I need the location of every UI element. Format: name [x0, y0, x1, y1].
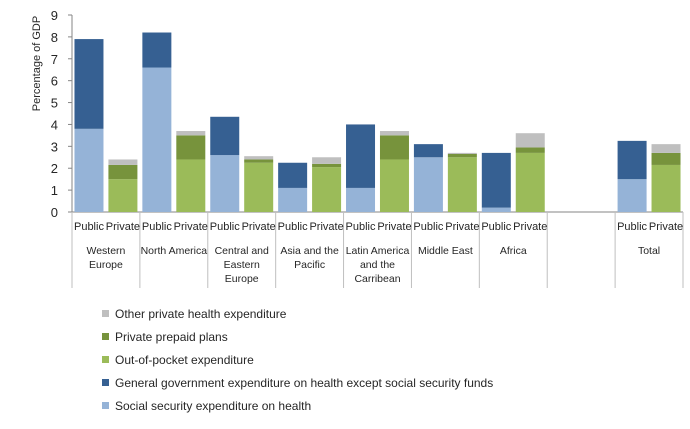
bar-segment-private	[312, 157, 342, 164]
y-tick-label: 4	[51, 117, 58, 132]
category-label: Asia and the	[280, 245, 339, 257]
category-label: Europe	[225, 273, 259, 285]
category-label: Pacific	[294, 259, 325, 271]
bar-segment-private	[108, 159, 138, 165]
bar-segment-public	[346, 187, 376, 212]
bar-segment-public	[278, 162, 308, 188]
category-label: Europe	[89, 259, 123, 271]
bar-label-private: Private	[649, 221, 683, 233]
bar-segment-private	[515, 147, 545, 153]
bar-segment-public	[142, 32, 172, 68]
category-label: Total	[638, 245, 660, 257]
legend-swatch	[102, 402, 109, 409]
category-label: Carribean	[354, 273, 400, 285]
bar-label-private: Private	[106, 221, 140, 233]
bar-segment-private	[176, 159, 206, 212]
bar-segment-private	[176, 135, 206, 160]
bar-segment-public	[278, 187, 308, 212]
category-label: North America	[141, 245, 208, 257]
legend-label: Private prepaid plans	[115, 329, 228, 344]
bar-segment-private	[379, 131, 409, 136]
y-tick-label: 8	[51, 30, 58, 45]
bar-segment-private	[651, 164, 681, 212]
bar-label-public: Public	[413, 221, 443, 233]
legend-label: Social security expenditure on health	[115, 398, 312, 413]
legend-item-other-private: Other private health expenditure	[102, 302, 493, 325]
legend-label: Other private health expenditure	[115, 306, 287, 321]
bar-segment-public	[210, 155, 240, 212]
category-label: Latin America	[346, 245, 410, 257]
legend: Other private health expenditure Private…	[102, 302, 493, 417]
bar-segment-private	[447, 157, 477, 212]
legend-label: General government expenditure on health…	[115, 375, 494, 390]
bar-segment-private	[515, 133, 545, 148]
category-label: and the	[360, 259, 395, 271]
legend-item-social-security: Social security expenditure on health	[102, 394, 493, 417]
bar-label-public: Public	[346, 221, 376, 233]
bar-label-public: Public	[278, 221, 308, 233]
bar-segment-private	[312, 167, 342, 212]
bar-segment-private	[651, 152, 681, 165]
bar-label-public: Public	[481, 221, 511, 233]
bar-label-public: Public	[210, 221, 240, 233]
bar-segment-private	[244, 162, 274, 212]
bar-segment-private	[176, 131, 206, 136]
bar-label-private: Private	[242, 221, 276, 233]
legend-label: Out-of-pocket expenditure	[115, 352, 254, 367]
legend-swatch	[102, 310, 109, 317]
bar-segment-public	[142, 67, 172, 213]
bar-segment-public	[346, 124, 376, 188]
bar-label-private: Private	[445, 221, 479, 233]
bar-segment-private	[447, 153, 477, 158]
bar-label-public: Public	[617, 221, 647, 233]
bar-segment-public	[210, 116, 240, 156]
bar-segment-private	[379, 159, 409, 212]
category-label: Eastern	[224, 259, 260, 271]
legend-swatch	[102, 333, 109, 340]
bar-label-private: Private	[309, 221, 343, 233]
bar-segment-private	[244, 156, 274, 160]
category-label: Middle East	[418, 245, 473, 257]
bar-segment-public	[617, 179, 647, 212]
bar-label-public: Public	[142, 221, 172, 233]
bar-segment-private	[447, 152, 477, 154]
bar-label-public: Public	[74, 221, 104, 233]
y-tick-label: 0	[51, 205, 58, 220]
category-label: Africa	[500, 245, 527, 257]
bar-segment-private	[108, 179, 138, 212]
bar-segment-private	[244, 159, 274, 163]
bar-label-private: Private	[174, 221, 208, 233]
bar-segment-public	[617, 140, 647, 180]
bar-segment-public	[481, 152, 511, 208]
y-axis-label: Percentage of GDP	[31, 16, 43, 111]
y-tick-label: 1	[51, 183, 58, 198]
bar-segment-public	[74, 39, 104, 129]
bar-segment-private	[651, 144, 681, 153]
y-tick-label: 3	[51, 139, 58, 154]
legend-item-private-prepaid: Private prepaid plans	[102, 325, 493, 348]
y-tick-label: 2	[51, 161, 58, 176]
y-tick-label: 6	[51, 74, 58, 89]
bar-segment-public	[413, 144, 443, 158]
y-tick-label: 7	[51, 52, 58, 67]
bar-label-private: Private	[513, 221, 547, 233]
bar-segment-private	[312, 163, 342, 168]
bar-segment-public	[74, 128, 104, 212]
legend-swatch	[102, 356, 109, 363]
category-label: Central and	[215, 245, 269, 257]
y-tick-label: 5	[51, 96, 58, 111]
bar-segment-public	[413, 157, 443, 212]
legend-item-general-government: General government expenditure on health…	[102, 371, 493, 394]
bar-segment-public	[481, 207, 511, 212]
bar-segment-private	[108, 164, 138, 180]
category-label: Western	[86, 245, 125, 257]
legend-swatch	[102, 379, 109, 386]
bar-label-private: Private	[377, 221, 411, 233]
legend-item-out-of-pocket: Out-of-pocket expenditure	[102, 348, 493, 371]
bar-segment-private	[379, 135, 409, 160]
y-tick-label: 9	[51, 8, 58, 23]
bar-segment-private	[515, 152, 545, 212]
